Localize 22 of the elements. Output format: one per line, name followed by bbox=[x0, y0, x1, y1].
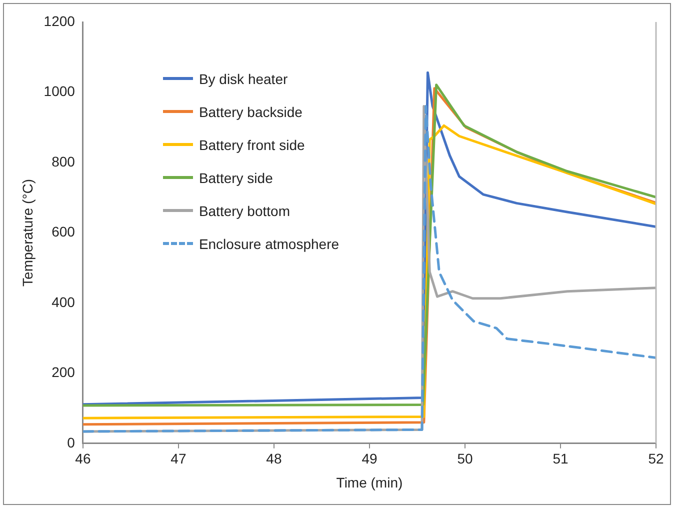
legend-label: Battery bottom bbox=[198, 202, 290, 218]
x-tick-label: 47 bbox=[170, 450, 186, 467]
legend-label: By disk heater bbox=[198, 70, 288, 86]
x-tick-label: 50 bbox=[457, 450, 473, 467]
x-tick-label: 46 bbox=[75, 450, 91, 467]
legend-label: Battery front side bbox=[198, 136, 305, 152]
y-tick-label: 0 bbox=[67, 434, 76, 450]
y-tick-label: 600 bbox=[52, 224, 76, 240]
legend-label: Battery backside bbox=[198, 104, 302, 120]
legend-label: Battery side bbox=[198, 170, 273, 186]
legend-label: Enclosure atmosphere bbox=[198, 236, 340, 252]
y-axis-title: Temperature (°C) bbox=[19, 178, 36, 286]
x-axis-title: Time (min) bbox=[336, 474, 403, 490]
y-tick-label: 1200 bbox=[44, 12, 76, 29]
x-tick-label: 52 bbox=[648, 450, 664, 467]
x-tick-label: 48 bbox=[266, 450, 282, 467]
y-tick-label: 200 bbox=[52, 364, 76, 380]
x-tick-label: 49 bbox=[362, 450, 378, 467]
x-tick-label: 51 bbox=[552, 450, 568, 467]
y-tick-label: 1000 bbox=[44, 83, 76, 100]
y-tick-label: 400 bbox=[52, 294, 76, 310]
y-tick-label: 800 bbox=[52, 153, 76, 170]
